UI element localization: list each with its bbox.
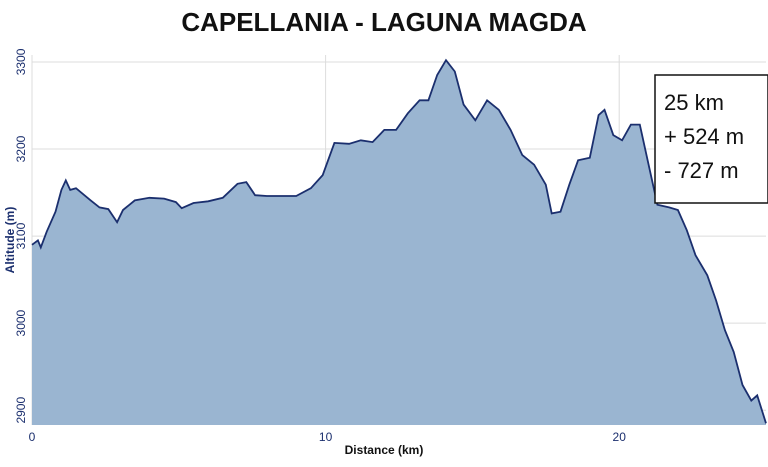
y-axis-label: Altitude (m) xyxy=(3,207,17,274)
y-tick-label: 3100 xyxy=(14,222,28,249)
summary-box xyxy=(654,74,768,204)
summary-text: - 727 m xyxy=(664,158,739,183)
y-tick-label: 3200 xyxy=(14,135,28,162)
y-tick-label: 3300 xyxy=(14,48,28,75)
x-tick-label: 0 xyxy=(29,430,36,444)
chart-title: CAPELLANIA - LAGUNA MAGDA xyxy=(181,7,587,37)
x-axis-label: Distance (km) xyxy=(345,443,424,457)
x-tick-label: 10 xyxy=(319,430,333,444)
x-tick-label: 20 xyxy=(613,430,627,444)
area xyxy=(32,60,766,425)
summary-text: 25 km xyxy=(664,90,724,115)
summary-text: + 524 m xyxy=(664,124,744,149)
y-tick-label: 3000 xyxy=(14,309,28,336)
y-tick-label: 2900 xyxy=(14,397,28,424)
